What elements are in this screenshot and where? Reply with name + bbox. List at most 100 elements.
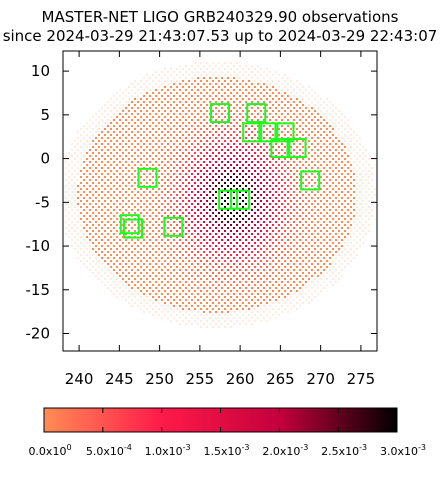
heat-cell: [293, 257, 295, 259]
heat-cell: [227, 215, 229, 217]
heat-cell: [80, 236, 82, 238]
heat-cell: [296, 230, 298, 232]
heat-cell: [236, 302, 238, 304]
heat-cell: [200, 68, 202, 70]
y-tick-label: -20: [26, 325, 51, 343]
heat-cell: [191, 257, 193, 259]
heat-cell: [113, 137, 115, 139]
heat-cell: [335, 215, 337, 217]
heat-cell: [182, 128, 184, 130]
heat-cell: [209, 125, 211, 127]
heat-cell: [197, 95, 199, 97]
heat-cell: [278, 194, 280, 196]
heat-cell: [182, 254, 184, 256]
heat-cell: [104, 272, 106, 274]
heat-cell: [236, 98, 238, 100]
heat-cell: [113, 101, 115, 103]
heat-cell: [332, 188, 334, 190]
heat-cell: [176, 236, 178, 238]
heat-cell: [245, 185, 247, 187]
heat-cell: [128, 230, 130, 232]
heat-cell: [116, 254, 118, 256]
heat-cell: [308, 260, 310, 262]
heat-cell: [260, 74, 262, 76]
heat-cell: [137, 149, 139, 151]
heat-cell: [110, 194, 112, 196]
heat-cell: [146, 248, 148, 250]
heat-cell: [101, 233, 103, 235]
heat-cell: [218, 278, 220, 280]
heat-cell: [365, 191, 367, 193]
heat-cell: [185, 179, 187, 181]
heat-cell: [200, 140, 202, 142]
heat-cell: [323, 209, 325, 211]
heat-cell: [125, 95, 127, 97]
heat-cell: [170, 104, 172, 106]
heat-cell: [278, 110, 280, 112]
heat-cell: [260, 68, 262, 70]
heat-cell: [92, 242, 94, 244]
heat-cell: [338, 182, 340, 184]
heat-cell: [242, 152, 244, 154]
heat-cell: [215, 209, 217, 211]
heat-cell: [347, 245, 349, 247]
heat-cell: [206, 146, 208, 148]
heat-cell: [254, 302, 256, 304]
heat-cell: [296, 278, 298, 280]
heat-cell: [119, 161, 121, 163]
heat-cell: [230, 272, 232, 274]
heat-cell: [236, 314, 238, 316]
heat-cell: [323, 239, 325, 241]
heat-cell: [341, 221, 343, 223]
heat-cell: [320, 152, 322, 154]
heat-cell: [200, 104, 202, 106]
heat-cell: [299, 245, 301, 247]
heat-cell: [320, 134, 322, 136]
heat-cell: [167, 299, 169, 301]
heat-cell: [257, 227, 259, 229]
heat-cell: [254, 266, 256, 268]
heat-cell: [86, 134, 88, 136]
heat-cell: [206, 314, 208, 316]
heat-cell: [98, 170, 100, 172]
heat-cell: [134, 86, 136, 88]
heat-cell: [290, 146, 292, 148]
heat-cell: [191, 233, 193, 235]
heat-cell: [302, 134, 304, 136]
heat-cell: [365, 161, 367, 163]
heat-cell: [221, 323, 223, 325]
heat-cell: [335, 197, 337, 199]
heat-cell: [239, 203, 241, 205]
heat-cell: [299, 185, 301, 187]
heat-cell: [227, 221, 229, 223]
heat-cell: [230, 236, 232, 238]
heat-cell: [254, 128, 256, 130]
heat-cell: [338, 254, 340, 256]
heat-cell: [236, 278, 238, 280]
heat-cell: [95, 125, 97, 127]
heat-cell: [98, 230, 100, 232]
heat-cell: [83, 245, 85, 247]
heat-cell: [176, 278, 178, 280]
heat-cell: [227, 275, 229, 277]
heat-cell: [206, 68, 208, 70]
heat-cell: [215, 155, 217, 157]
heat-cell: [158, 194, 160, 196]
heat-cell: [326, 146, 328, 148]
heat-cell: [107, 281, 109, 283]
heat-cell: [218, 326, 220, 328]
heat-cell: [164, 242, 166, 244]
heat-cell: [224, 278, 226, 280]
heat-cell: [131, 89, 133, 91]
heat-cell: [170, 188, 172, 190]
heat-cell: [164, 158, 166, 160]
heat-cell: [230, 308, 232, 310]
heat-cell: [161, 89, 163, 91]
heat-cell: [200, 134, 202, 136]
heat-cell: [365, 197, 367, 199]
heat-cell: [113, 251, 115, 253]
heat-cell: [356, 212, 358, 214]
heat-cell: [248, 224, 250, 226]
heat-cell: [272, 164, 274, 166]
heat-cell: [203, 299, 205, 301]
